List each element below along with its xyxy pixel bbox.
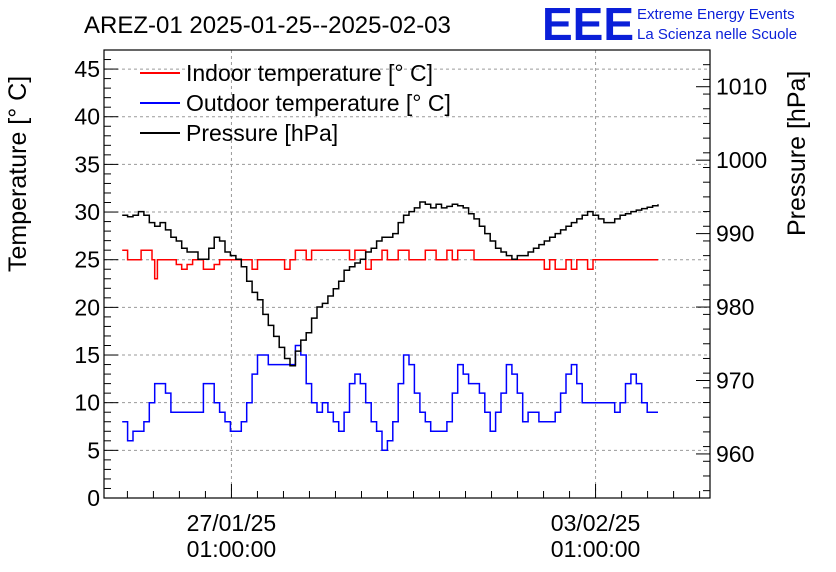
y2-tick-label: 1000 [716,147,767,173]
y-tick-label: 25 [74,247,100,273]
y2-tick-label: 990 [716,221,754,247]
plot-frame [103,49,711,499]
y2-tick-label: 970 [716,367,754,393]
legend-label: Pressure [hPa] [186,120,338,146]
series-line-pressure [122,201,659,367]
y2-tick-label: 960 [716,441,754,467]
y-tick-label: 5 [87,437,100,463]
series-line-outdoor [122,344,658,452]
y-axis-title: Temperature [° C] [4,76,32,272]
x-tick-label-date: 27/01/25 [187,510,277,536]
legend: Indoor temperature [° C] Outdoor temperat… [140,60,451,146]
x-tick-label-time: 01:00:00 [187,536,277,562]
legend-label: Indoor temperature [° C] [186,60,433,86]
axis-tick-labels: 0 5 10 15 20 25 30 35 40 45 960 970 980 990 1000 1010 27… [74,56,767,562]
logo-line1: Extreme Energy Events [637,6,795,23]
y-tick-label: 40 [74,104,100,130]
y2-tick-label: 980 [716,294,754,320]
y-tick-label: 45 [74,56,100,82]
legend-label: Outdoor temperature [° C] [186,90,451,116]
eee-logo: EEE Extreme Energy Events La Scienza nel… [542,0,797,50]
x-tick-label-time: 01:00:00 [551,536,641,562]
y-tick-label: 30 [74,199,100,225]
y2-tick-label: 1010 [716,74,767,100]
logo-letters: EEE [542,0,634,50]
y-tick-label: 35 [74,151,100,177]
grid [104,50,710,498]
x-tick-label-date: 03/02/25 [551,510,641,536]
y-tick-label: 15 [74,342,100,368]
series-group [122,201,659,452]
axis-ticks [104,49,710,499]
y-tick-label: 0 [87,485,100,511]
y-tick-label: 10 [74,390,100,416]
series-line-indoor [122,249,658,280]
y-tick-label: 20 [74,294,100,320]
y2-axis-title: Pressure [hPa] [783,71,811,236]
logo-line2: La Scienza nelle Scuole [637,26,797,43]
chart-title: AREZ-01 2025-01-25--2025-02-03 [84,12,451,39]
